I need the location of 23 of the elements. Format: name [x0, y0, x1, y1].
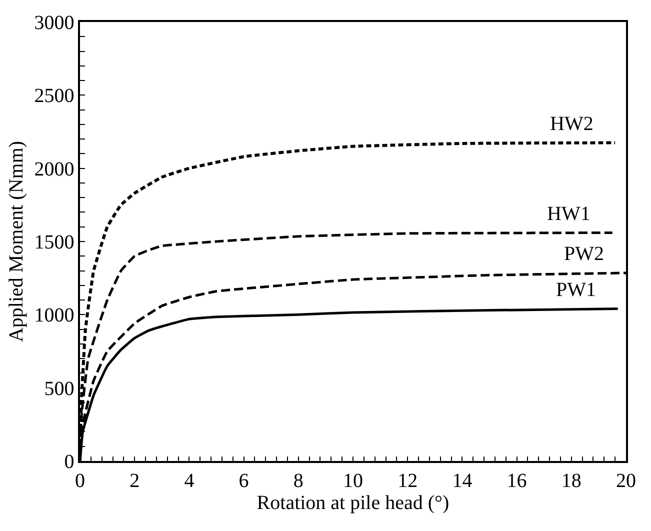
x-tick-label: 18: [561, 470, 582, 492]
x-tick-label: 4: [184, 470, 194, 492]
series-label: HW2: [550, 113, 594, 135]
series-label: PW1: [556, 279, 596, 301]
y-axis-title: Applied Moment (Nmm): [5, 140, 28, 342]
x-tick-label: 8: [293, 470, 304, 492]
x-tick-label: 12: [398, 470, 418, 492]
y-tick-label: 1000: [34, 304, 74, 327]
x-tick-label: 10: [343, 470, 363, 492]
y-tick-label: 2500: [34, 85, 74, 108]
y-tick-label: 500: [44, 378, 74, 400]
x-tick-label: 2: [130, 470, 140, 492]
x-tick-label: 14: [452, 470, 472, 492]
x-tick-label: 16: [506, 470, 527, 492]
series-label: HW1: [547, 203, 590, 225]
x-tick-label: 6: [238, 470, 249, 492]
y-tick-label: 1500: [34, 232, 74, 254]
x-axis-title: Rotation at pile head (°): [256, 492, 450, 514]
x-tick-label: 20: [616, 470, 636, 492]
y-tick-label: 0: [64, 451, 74, 473]
series-label: PW2: [564, 243, 604, 265]
y-tick-label: 3000: [34, 12, 74, 34]
y-tick-label: 2000: [34, 158, 74, 180]
